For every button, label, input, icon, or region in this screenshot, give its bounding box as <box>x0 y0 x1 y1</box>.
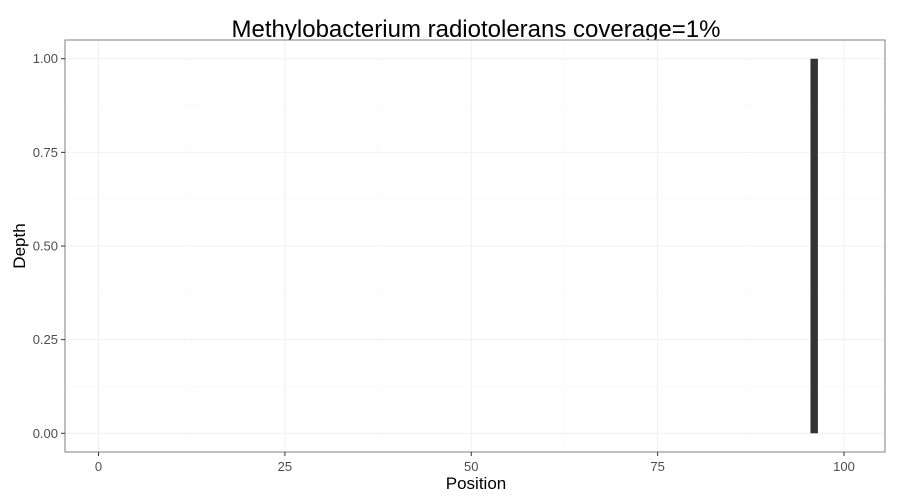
x-axis-ticks: 0 25 50 75 100 <box>95 452 855 474</box>
y-axis-title: Depth <box>10 223 29 268</box>
bars <box>810 58 818 434</box>
y-tick-label: 1.00 <box>33 51 58 66</box>
y-tick-label: 0.00 <box>33 426 58 441</box>
y-tick-label: 0.75 <box>33 145 58 160</box>
x-tick-label: 50 <box>464 459 478 474</box>
x-tick-label: 0 <box>95 459 102 474</box>
major-gridlines <box>65 40 885 452</box>
x-tick-label: 75 <box>650 459 664 474</box>
y-tick-label: 0.50 <box>33 239 58 254</box>
x-axis-title: Position <box>446 474 506 493</box>
depth-bar <box>810 58 818 434</box>
y-tick-label: 0.25 <box>33 332 58 347</box>
x-tick-label: 25 <box>278 459 292 474</box>
chart-title: Methylobacterium radiotolerans coverage=… <box>232 16 721 43</box>
y-axis-ticks: 0.00 0.25 0.50 0.75 1.00 <box>33 51 65 441</box>
x-tick-label: 100 <box>833 459 855 474</box>
